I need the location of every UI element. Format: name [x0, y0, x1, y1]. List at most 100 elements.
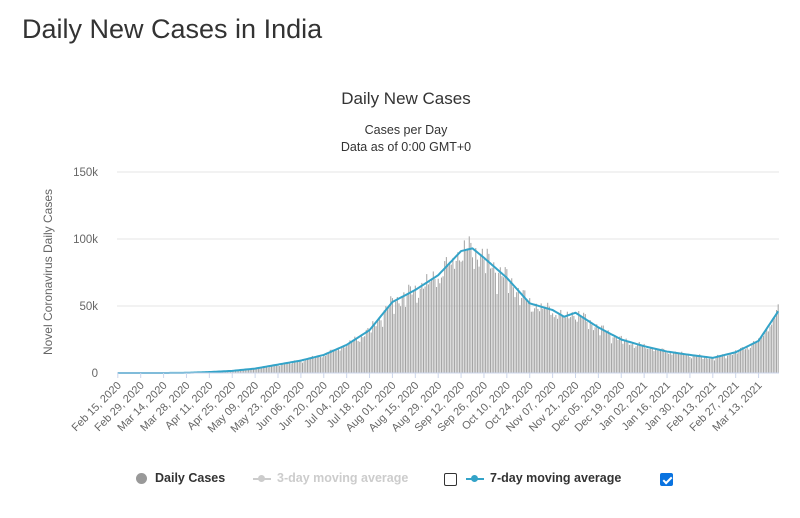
daily-case-bar	[267, 367, 269, 373]
legend-7day-average[interactable]: 7-day moving average	[466, 471, 621, 485]
daily-case-bar	[525, 300, 527, 373]
daily-case-bar	[619, 336, 621, 373]
daily-case-bar	[465, 250, 467, 373]
daily-case-bar	[360, 334, 362, 373]
daily-case-bar	[463, 240, 465, 373]
daily-case-bar	[344, 347, 346, 373]
daily-case-bar	[563, 316, 565, 373]
daily-case-bar	[596, 324, 598, 373]
daily-case-bar	[547, 302, 549, 373]
daily-case-bar	[579, 316, 581, 373]
daily-case-bar	[676, 352, 678, 373]
daily-case-bar	[522, 290, 524, 373]
daily-case-bar	[694, 355, 696, 373]
daily-case-bar	[457, 252, 459, 373]
daily-case-bar	[450, 264, 452, 373]
daily-case-bar	[408, 284, 410, 373]
daily-case-bar	[568, 318, 570, 373]
legend-daily-cases[interactable]: Daily Cases	[136, 471, 225, 485]
daily-case-bar	[269, 365, 271, 373]
daily-case-bar	[396, 296, 398, 373]
daily-case-bar	[553, 317, 555, 373]
daily-case-bar	[241, 370, 243, 373]
legend-3day-average[interactable]: 3-day moving average	[253, 471, 408, 485]
daily-case-bar	[733, 352, 735, 373]
daily-case-bar	[777, 304, 779, 373]
daily-case-bar	[398, 303, 400, 373]
daily-case-bar	[614, 334, 616, 373]
daily-case-bar	[236, 370, 238, 373]
daily-case-bar	[261, 368, 263, 373]
daily-case-bar	[436, 287, 438, 373]
daily-case-bar	[722, 354, 724, 373]
daily-case-bar	[449, 261, 451, 373]
daily-case-bar	[524, 290, 526, 373]
daily-case-bar	[504, 267, 506, 373]
daily-case-bar	[432, 271, 434, 373]
daily-case-bar	[445, 257, 447, 373]
daily-case-bar	[682, 354, 684, 373]
daily-case-bar	[231, 370, 233, 373]
daily-case-bar	[602, 325, 604, 373]
daily-case-bar	[615, 337, 617, 373]
ma7-marker-icon	[466, 473, 484, 484]
daily-case-bar	[576, 321, 578, 373]
daily-case-bar	[476, 259, 478, 373]
daily-case-bar	[468, 236, 470, 373]
daily-case-bar	[588, 329, 590, 373]
daily-case-bar	[638, 341, 640, 373]
daily-case-bar	[480, 254, 482, 373]
daily-case-bar	[473, 268, 475, 373]
daily-case-bar	[758, 338, 760, 373]
daily-case-bar	[673, 353, 675, 373]
daily-case-bar	[388, 305, 390, 373]
daily-case-bar	[744, 349, 746, 373]
daily-cases-bars	[192, 236, 779, 373]
daily-case-bar	[542, 308, 544, 373]
daily-case-bar	[705, 356, 707, 373]
daily-case-bar	[527, 301, 529, 373]
daily-case-bar	[290, 363, 292, 373]
daily-case-bar	[545, 308, 547, 373]
daily-case-bar	[584, 314, 586, 373]
daily-case-bar	[509, 282, 511, 373]
daily-case-bar	[751, 344, 753, 373]
daily-case-bar	[727, 355, 729, 373]
daily-case-bar	[318, 355, 320, 373]
daily-case-bar	[506, 269, 508, 373]
daily-case-bar	[535, 303, 537, 373]
daily-case-bar	[655, 349, 657, 373]
daily-case-bar	[331, 349, 333, 373]
daily-case-bar	[481, 248, 483, 373]
ma7-checkbox[interactable]	[660, 473, 673, 486]
legend-7day-label: 7-day moving average	[490, 471, 622, 485]
daily-case-bar	[306, 358, 308, 373]
daily-case-bar	[539, 311, 541, 373]
daily-case-bar	[251, 368, 253, 373]
daily-case-bar	[699, 354, 701, 373]
daily-case-bar	[321, 357, 323, 373]
daily-case-bar	[731, 354, 733, 373]
daily-case-bar	[771, 324, 773, 373]
daily-case-bar	[337, 349, 339, 373]
daily-case-bar	[663, 348, 665, 373]
daily-case-bar	[442, 276, 444, 373]
daily-case-bar	[342, 345, 344, 373]
daily-case-bar	[493, 262, 495, 373]
daily-case-bar	[300, 360, 302, 373]
daily-case-bar	[512, 287, 514, 373]
daily-case-bar	[761, 336, 763, 373]
daily-case-bar	[455, 260, 457, 373]
daily-case-bar	[557, 318, 559, 373]
ma3-checkbox[interactable]	[444, 473, 457, 486]
daily-case-bar	[488, 253, 490, 373]
legend-3day-label: 3-day moving average	[277, 471, 409, 485]
daily-case-bar	[759, 339, 761, 373]
daily-case-bar	[691, 358, 693, 373]
daily-case-bar	[530, 311, 532, 373]
daily-case-bar	[235, 370, 237, 373]
daily-case-bar	[369, 330, 371, 373]
daily-case-bar	[284, 364, 286, 373]
daily-case-bar	[486, 248, 488, 373]
